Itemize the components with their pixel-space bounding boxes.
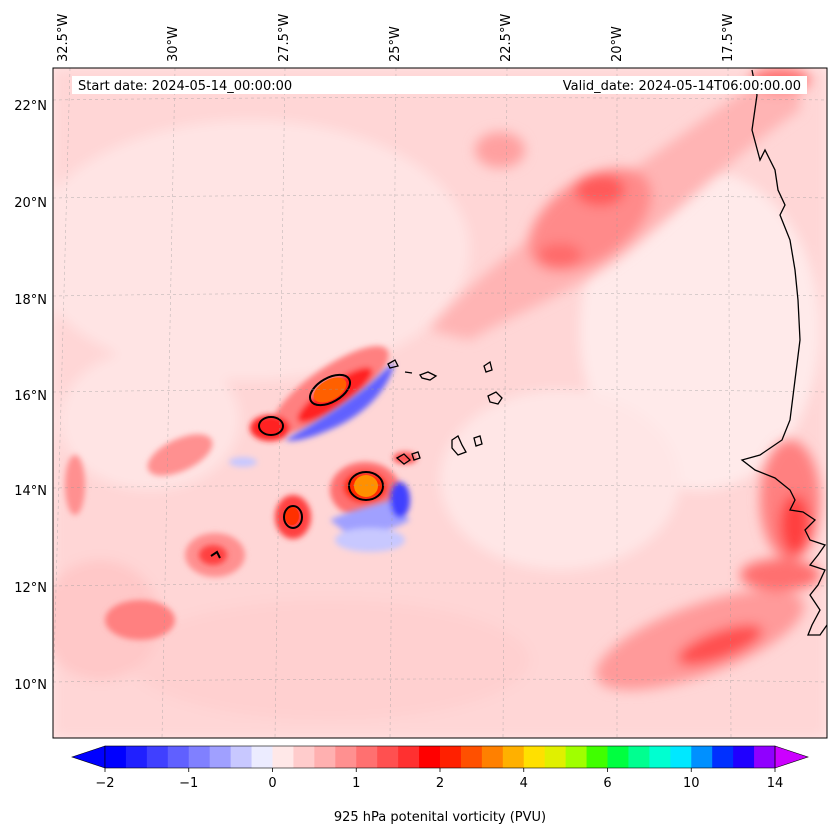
colorbar-swatch (586, 746, 608, 768)
lat-label: 12°N (14, 581, 47, 596)
pv-vortex-cores (285, 377, 378, 525)
colorbar-swatch (628, 746, 650, 768)
colorbar-tick-label: 10 (683, 776, 700, 791)
colorbar-swatch (146, 746, 169, 768)
colorbar-tick-label: 1 (352, 776, 360, 791)
lat-label: 20°N (14, 196, 47, 211)
colorbar-over-arrow (774, 745, 809, 769)
colorbar-swatch (209, 746, 232, 768)
colorbar-tick-label: −2 (95, 776, 114, 791)
colorbar-swatch (649, 746, 671, 768)
colorbar-swatch (377, 746, 399, 768)
colorbar-swatch (188, 746, 211, 768)
colorbar-tick-label: 0 (268, 776, 276, 791)
colorbar-swatch (419, 746, 441, 768)
colorbar-swatch (544, 746, 567, 768)
lat-label: 22°N (14, 99, 47, 114)
lon-label: 27.5°W (277, 14, 292, 62)
island-1 (387, 359, 399, 369)
colorbar-swatches (105, 746, 776, 768)
colorbar-swatch (356, 746, 378, 768)
island-5 (451, 435, 467, 456)
map-frame (52, 67, 828, 739)
colorbar-swatch (481, 746, 504, 768)
colorbar-swatch (440, 746, 462, 768)
island-8 (411, 451, 421, 461)
colorbar-label: 925 hPa potenital vorticity (PVU) (334, 810, 546, 825)
colorbar-ticks: −2 −1 0 1 2 4 6 10 14 (95, 768, 783, 791)
colorbar-swatch (523, 746, 546, 768)
colorbar: −2 −1 0 1 2 4 6 10 14 925 hPa potenital vorticit… (71, 745, 809, 825)
colorbar-swatch (125, 746, 148, 768)
island-7 (395, 453, 412, 465)
colorbar-swatch (314, 746, 336, 768)
colorbar-swatch (293, 746, 315, 768)
colorbar-swatch (460, 746, 483, 768)
colorbar-swatch (733, 746, 755, 768)
island-4 (487, 391, 503, 405)
island-3 (483, 360, 493, 373)
colorbar-swatch (105, 746, 127, 768)
lon-labels: 32.5°W 30°W 27.5°W 25°W 22.5°W 20°W 17.5… (56, 14, 736, 62)
colorbar-swatch (565, 746, 588, 768)
colorbar-swatch (230, 746, 253, 768)
colorbar-tick-label: 2 (436, 776, 444, 791)
lat-labels: 22°N 20°N 18°N 16°N 14°N 12°N 10°N (14, 99, 47, 693)
colorbar-swatch (691, 746, 713, 768)
colorbar-swatch (607, 746, 629, 768)
map-panel (53, 68, 827, 738)
colorbar-tick-label: −1 (179, 776, 198, 791)
colorbar-tick-label: 4 (520, 776, 528, 791)
gridlines (53, 68, 827, 738)
colorbar-swatch (712, 746, 734, 768)
pv-band-southeast (595, 440, 820, 690)
pv-band-northeast (430, 68, 810, 340)
lon-label: 30°W (166, 26, 181, 62)
lon-label: 17.5°W (721, 14, 736, 62)
lon-label: 22.5°W (499, 14, 514, 62)
lat-label: 10°N (14, 678, 47, 693)
colorbar-swatch (502, 746, 525, 768)
lon-label: 25°W (388, 26, 403, 62)
island-2 (404, 371, 438, 381)
colorbar-tick-label: 14 (767, 776, 784, 791)
colorbar-swatch (272, 746, 294, 768)
colorbar-swatch (398, 746, 420, 768)
colorbar-swatch (670, 746, 692, 768)
lat-label: 16°N (14, 389, 47, 404)
coastlines (387, 69, 827, 636)
colorbar-swatch (251, 746, 273, 768)
pv-contours (210, 373, 384, 559)
colorbar-under-arrow (71, 745, 106, 769)
start-date-label: Start date: 2024-05-14_00:00:00 (78, 79, 292, 94)
valid-date-label: Valid_date: 2024-05-14T06:00:00.00 (563, 79, 801, 94)
colorbar-swatch (335, 746, 357, 768)
lat-label: 18°N (14, 293, 47, 308)
colorbar-swatch (167, 746, 190, 768)
lon-label: 32.5°W (56, 14, 71, 62)
lon-label: 20°W (610, 26, 625, 62)
africa-coastline (740, 69, 827, 636)
island-6 (473, 435, 483, 447)
header-box (72, 76, 807, 94)
pv-negative-areas (229, 362, 410, 552)
lat-label: 14°N (14, 484, 47, 499)
colorbar-swatch (754, 746, 776, 768)
colorbar-tick-label: 6 (603, 776, 611, 791)
